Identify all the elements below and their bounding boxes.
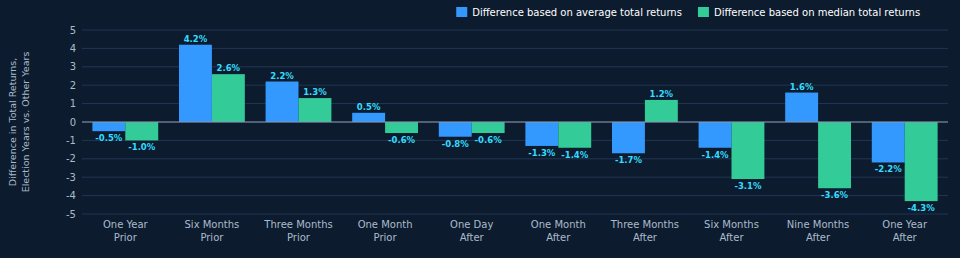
y-tick-label: -4 — [66, 190, 76, 201]
grid-line — [82, 122, 948, 123]
y-tick-label: -2 — [66, 153, 76, 164]
data-label: 1.3% — [303, 87, 327, 97]
grid-line — [82, 30, 948, 31]
bar — [125, 122, 158, 140]
y-axis-label: Difference in Total Returns,Election Yea… — [7, 52, 31, 193]
y-tick-label: -3 — [66, 172, 76, 183]
chart: -5 -4 -3 -2 -1 0 1 2 3 4 5 Difference in Total Retu… — [0, 0, 960, 258]
data-label: -1.4% — [561, 150, 589, 160]
x-tick-label: Three MonthsAfter — [610, 219, 679, 243]
data-label: -1.0% — [128, 142, 156, 152]
data-label: 1.2% — [650, 89, 674, 99]
x-tick-label: One YearAfter — [882, 219, 928, 243]
legend-item: Difference based on median total returns — [698, 7, 920, 18]
data-labels: -0.5% 4.2% 2.2% 0.5% -0.8% -1.3% -1.7% -1.4% 1.6… — [95, 34, 935, 213]
x-tick-label: Three MonthsPrior — [263, 219, 332, 243]
data-label: -0.6% — [388, 135, 416, 145]
data-label: -0.5% — [95, 133, 123, 143]
legend-label: Difference based on median total returns — [714, 7, 920, 18]
bar — [472, 122, 505, 133]
y-tick-label: -5 — [66, 209, 76, 220]
bar — [299, 98, 332, 122]
y-tick-label: 3 — [70, 61, 76, 72]
zero-line — [82, 122, 948, 123]
data-label: -3.1% — [734, 181, 762, 191]
grid-line — [82, 195, 948, 196]
data-label: -1.4% — [701, 150, 729, 160]
x-tick-label: Six MonthsPrior — [185, 219, 240, 243]
legend-label: Difference based on average total return… — [472, 7, 682, 18]
data-label: -1.3% — [528, 148, 556, 158]
bar — [525, 122, 558, 146]
bar — [385, 122, 418, 133]
bar — [558, 122, 591, 148]
bar — [785, 93, 818, 122]
background — [0, 0, 960, 258]
bar — [818, 122, 851, 188]
data-label: -0.8% — [442, 139, 470, 149]
y-tick-label: 1 — [70, 98, 76, 109]
x-tick-label: One MonthPrior — [358, 219, 413, 243]
legend-swatch — [456, 7, 467, 17]
data-label: 2.2% — [270, 71, 294, 81]
bar — [266, 82, 299, 122]
y-tick-label: 2 — [70, 80, 76, 91]
data-label: -4.3% — [908, 203, 936, 213]
bar — [439, 122, 472, 137]
y-tick-label: 4 — [70, 43, 76, 54]
bar — [872, 122, 905, 162]
bar — [352, 113, 385, 122]
bar — [732, 122, 765, 179]
y-tick-label: 5 — [70, 25, 76, 36]
grid — [82, 30, 948, 214]
data-label: 2.6% — [217, 63, 241, 73]
x-tick-label: Nine MonthsAfter — [787, 219, 849, 243]
data-label: 4.2% — [184, 34, 208, 44]
bar — [92, 122, 125, 131]
grid-line — [82, 214, 948, 215]
data-label: -2.2% — [875, 164, 903, 174]
data-label: -1.7% — [615, 155, 643, 165]
bar — [699, 122, 732, 148]
data-label: 1.6% — [790, 82, 814, 92]
x-tick-label: One MonthAfter — [531, 219, 586, 243]
x-tick-label: One DayAfter — [450, 219, 493, 243]
bar — [212, 74, 245, 122]
y-tick-label: 0 — [70, 117, 76, 128]
x-tick-label: One YearPrior — [103, 219, 149, 243]
data-label: -3.6% — [821, 190, 849, 200]
legend-swatch — [698, 7, 709, 17]
x-tick-label: Six MonthsAfter — [704, 219, 759, 243]
legend: Difference based on average total return… — [456, 7, 920, 18]
bar — [645, 100, 678, 122]
bar — [179, 45, 212, 122]
legend-item: Difference based on average total return… — [456, 7, 682, 18]
y-tick-label: -1 — [66, 135, 76, 146]
bars — [92, 45, 937, 201]
data-label: 0.5% — [357, 102, 381, 112]
bar — [905, 122, 938, 201]
data-label: -0.6% — [475, 135, 503, 145]
bar — [612, 122, 645, 153]
